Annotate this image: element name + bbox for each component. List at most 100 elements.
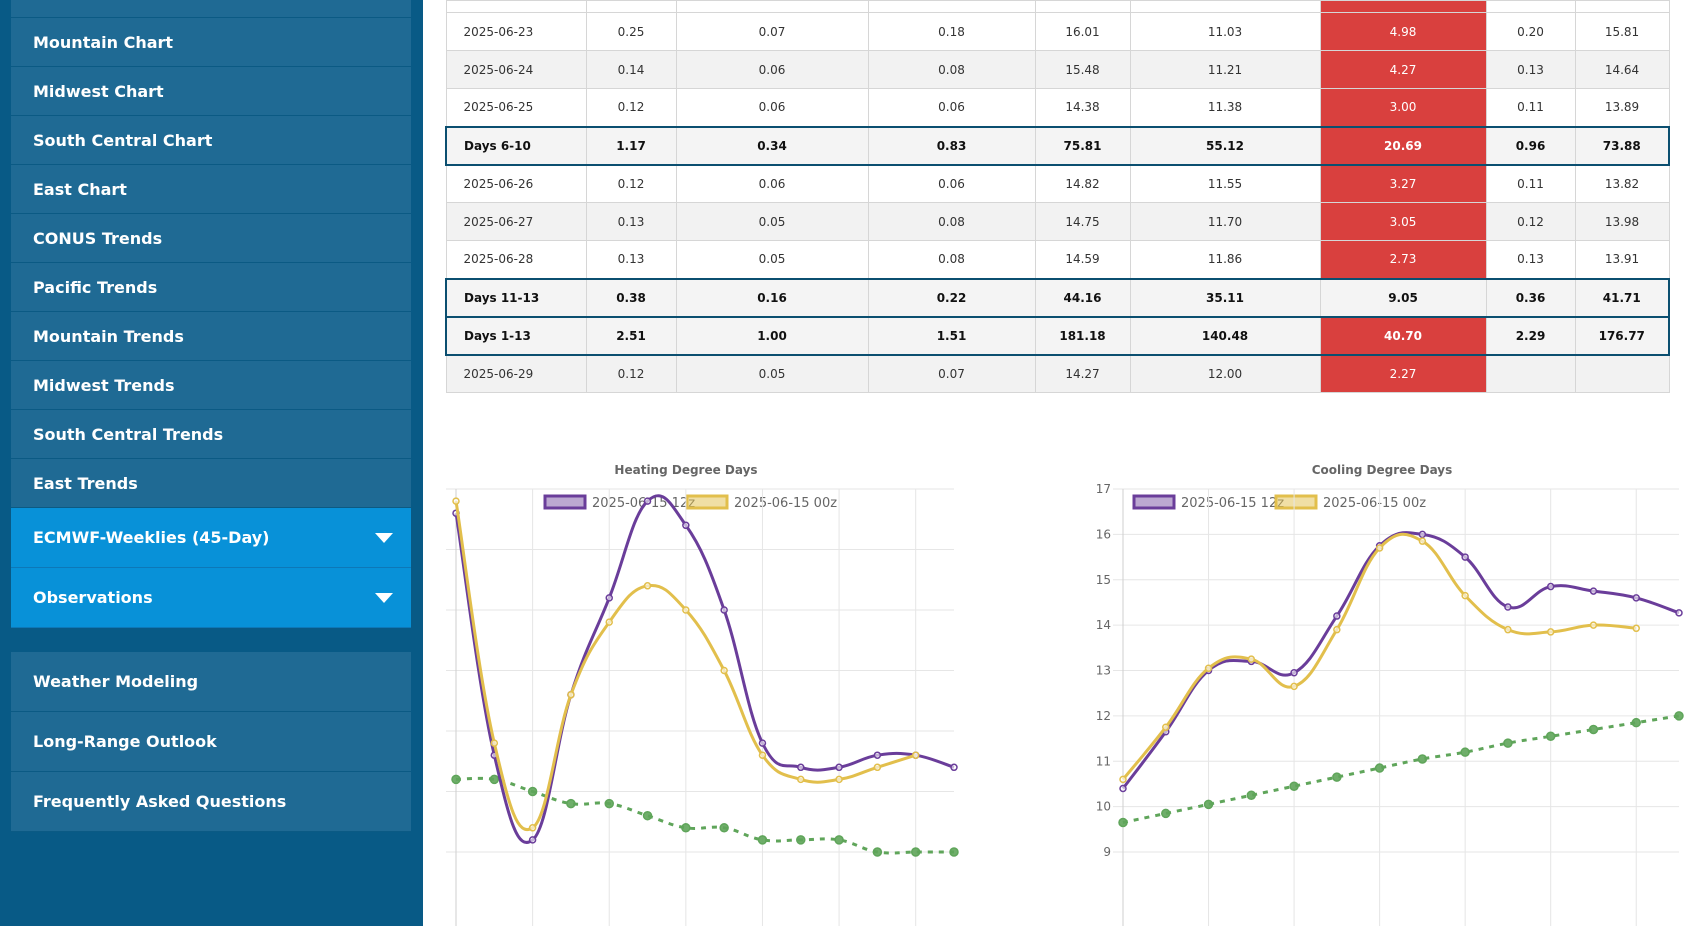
data-point[interactable] (834, 835, 844, 845)
data-point[interactable] (720, 606, 728, 614)
data-point[interactable] (682, 606, 690, 614)
table-row: 2025-06-29 0.12 0.05 0.07 14.27 12.00 2.27 (445, 354, 1670, 393)
data-point[interactable] (527, 786, 538, 797)
data-point[interactable] (1632, 624, 1640, 633)
data-point[interactable] (681, 823, 691, 833)
data-point[interactable] (642, 810, 653, 821)
sidebar-item-label: Midwest Chart (33, 81, 164, 101)
legend-item[interactable]: 2025-06-15 00z (1274, 494, 1426, 511)
data-point[interactable] (1161, 808, 1171, 819)
sidebar-item-label: Observations (33, 588, 153, 607)
sidebar-item-midwest-trends[interactable]: Midwest Trends (11, 361, 411, 410)
data-point[interactable] (1631, 717, 1641, 728)
data-point[interactable] (605, 618, 613, 626)
data-point[interactable] (1588, 724, 1599, 735)
data-point[interactable] (1503, 738, 1513, 748)
data-point[interactable] (911, 751, 920, 759)
data-point[interactable] (950, 763, 958, 772)
sidebar-item-south-central-chart[interactable]: South Central Chart (11, 116, 411, 165)
sidebar-item-conus-trends[interactable]: CONUS Trends (11, 214, 411, 263)
sidebar-item-ecmwf-weeklies[interactable]: ECMWF-Weeklies (45-Day) (11, 508, 411, 568)
data-point[interactable] (797, 763, 805, 772)
data-point[interactable] (604, 798, 614, 809)
data-point[interactable] (873, 751, 882, 759)
data-point[interactable] (719, 823, 729, 833)
data-point[interactable] (1460, 747, 1470, 757)
data-point[interactable] (451, 774, 461, 785)
data-point[interactable] (682, 521, 690, 530)
data-point[interactable] (1118, 817, 1128, 828)
sidebar-item-observations[interactable]: Observations (11, 568, 411, 628)
data-point[interactable] (1674, 711, 1684, 721)
data-point[interactable] (567, 690, 575, 699)
data-point[interactable] (1675, 609, 1683, 617)
data-point[interactable] (758, 751, 767, 759)
data-point[interactable] (605, 594, 613, 602)
data-point[interactable] (528, 836, 537, 844)
sidebar-item-weather-modeling[interactable]: Weather Modeling (11, 652, 411, 712)
data-point[interactable] (1504, 603, 1512, 611)
data-point[interactable] (910, 847, 921, 857)
data-point[interactable] (1589, 587, 1598, 595)
data-point[interactable] (1418, 537, 1427, 545)
data-point[interactable] (720, 666, 728, 675)
data-point[interactable] (1461, 553, 1469, 561)
data-point[interactable] (1290, 682, 1298, 691)
data-point[interactable] (1461, 591, 1469, 600)
value-cell: 0.05 (675, 240, 869, 279)
sidebar-item-mountain-trends[interactable]: Mountain Trends (11, 312, 411, 361)
data-point[interactable] (1162, 723, 1170, 731)
sidebar-item-east-trends[interactable]: East Trends (11, 459, 411, 508)
data-point[interactable] (643, 582, 652, 590)
sidebar-item-label: Pacific Trends (33, 277, 158, 297)
data-point[interactable] (489, 774, 500, 785)
data-point[interactable] (1332, 772, 1342, 782)
legend-item[interactable]: 2025-06-15 12z (1132, 494, 1284, 511)
table-row: 2025-06-26 0.12 0.06 0.06 14.82 11.55 3.27 0.11… (445, 164, 1670, 203)
data-point[interactable] (1546, 582, 1555, 591)
data-point[interactable] (1333, 625, 1341, 634)
data-point[interactable] (797, 775, 805, 784)
data-point[interactable] (528, 824, 537, 832)
sidebar-item-east-chart[interactable]: East Chart (11, 165, 411, 214)
data-point[interactable] (1333, 612, 1341, 620)
data-point[interactable] (490, 739, 499, 747)
sidebar-item-faq[interactable]: Frequently Asked Questions (11, 772, 411, 832)
value-cell: 2.27 (1319, 354, 1487, 393)
data-point[interactable] (1546, 628, 1555, 636)
data-point[interactable] (643, 497, 652, 505)
data-point[interactable] (1247, 655, 1256, 663)
sidebar-item-mountain-chart[interactable]: Mountain Chart (11, 18, 411, 67)
data-point[interactable] (1417, 754, 1428, 764)
data-point[interactable] (835, 763, 843, 772)
data-point[interactable] (1246, 790, 1257, 801)
data-point[interactable] (1589, 621, 1598, 629)
sidebar-item-partial[interactable] (11, 0, 411, 18)
data-point[interactable] (1632, 594, 1640, 602)
data-point[interactable] (1203, 799, 1214, 810)
legend-item[interactable]: 2025-06-15 00z (685, 494, 837, 511)
data-point[interactable] (566, 798, 576, 809)
data-point[interactable] (949, 847, 959, 857)
data-point[interactable] (452, 497, 460, 505)
data-point[interactable] (1119, 784, 1127, 793)
data-point[interactable] (758, 739, 767, 747)
sidebar-item-south-central-trends[interactable]: South Central Trends (11, 410, 411, 459)
data-point[interactable] (796, 835, 806, 845)
data-point[interactable] (1545, 731, 1556, 742)
data-point[interactable] (873, 763, 882, 772)
data-point[interactable] (835, 775, 843, 784)
data-point[interactable] (1418, 530, 1427, 539)
sidebar-item-pacific-trends[interactable]: Pacific Trends (11, 263, 411, 312)
data-point[interactable] (1204, 664, 1213, 672)
data-point[interactable] (1289, 781, 1299, 791)
data-point[interactable] (1374, 763, 1385, 773)
data-point[interactable] (1290, 669, 1298, 677)
data-point[interactable] (1375, 544, 1384, 552)
data-point[interactable] (1504, 625, 1512, 634)
data-point[interactable] (757, 835, 768, 845)
sidebar-item-long-range-outlook[interactable]: Long-Range Outlook (11, 712, 411, 772)
data-point[interactable] (1119, 775, 1127, 784)
data-point[interactable] (872, 847, 883, 857)
sidebar-item-midwest-chart[interactable]: Midwest Chart (11, 67, 411, 116)
